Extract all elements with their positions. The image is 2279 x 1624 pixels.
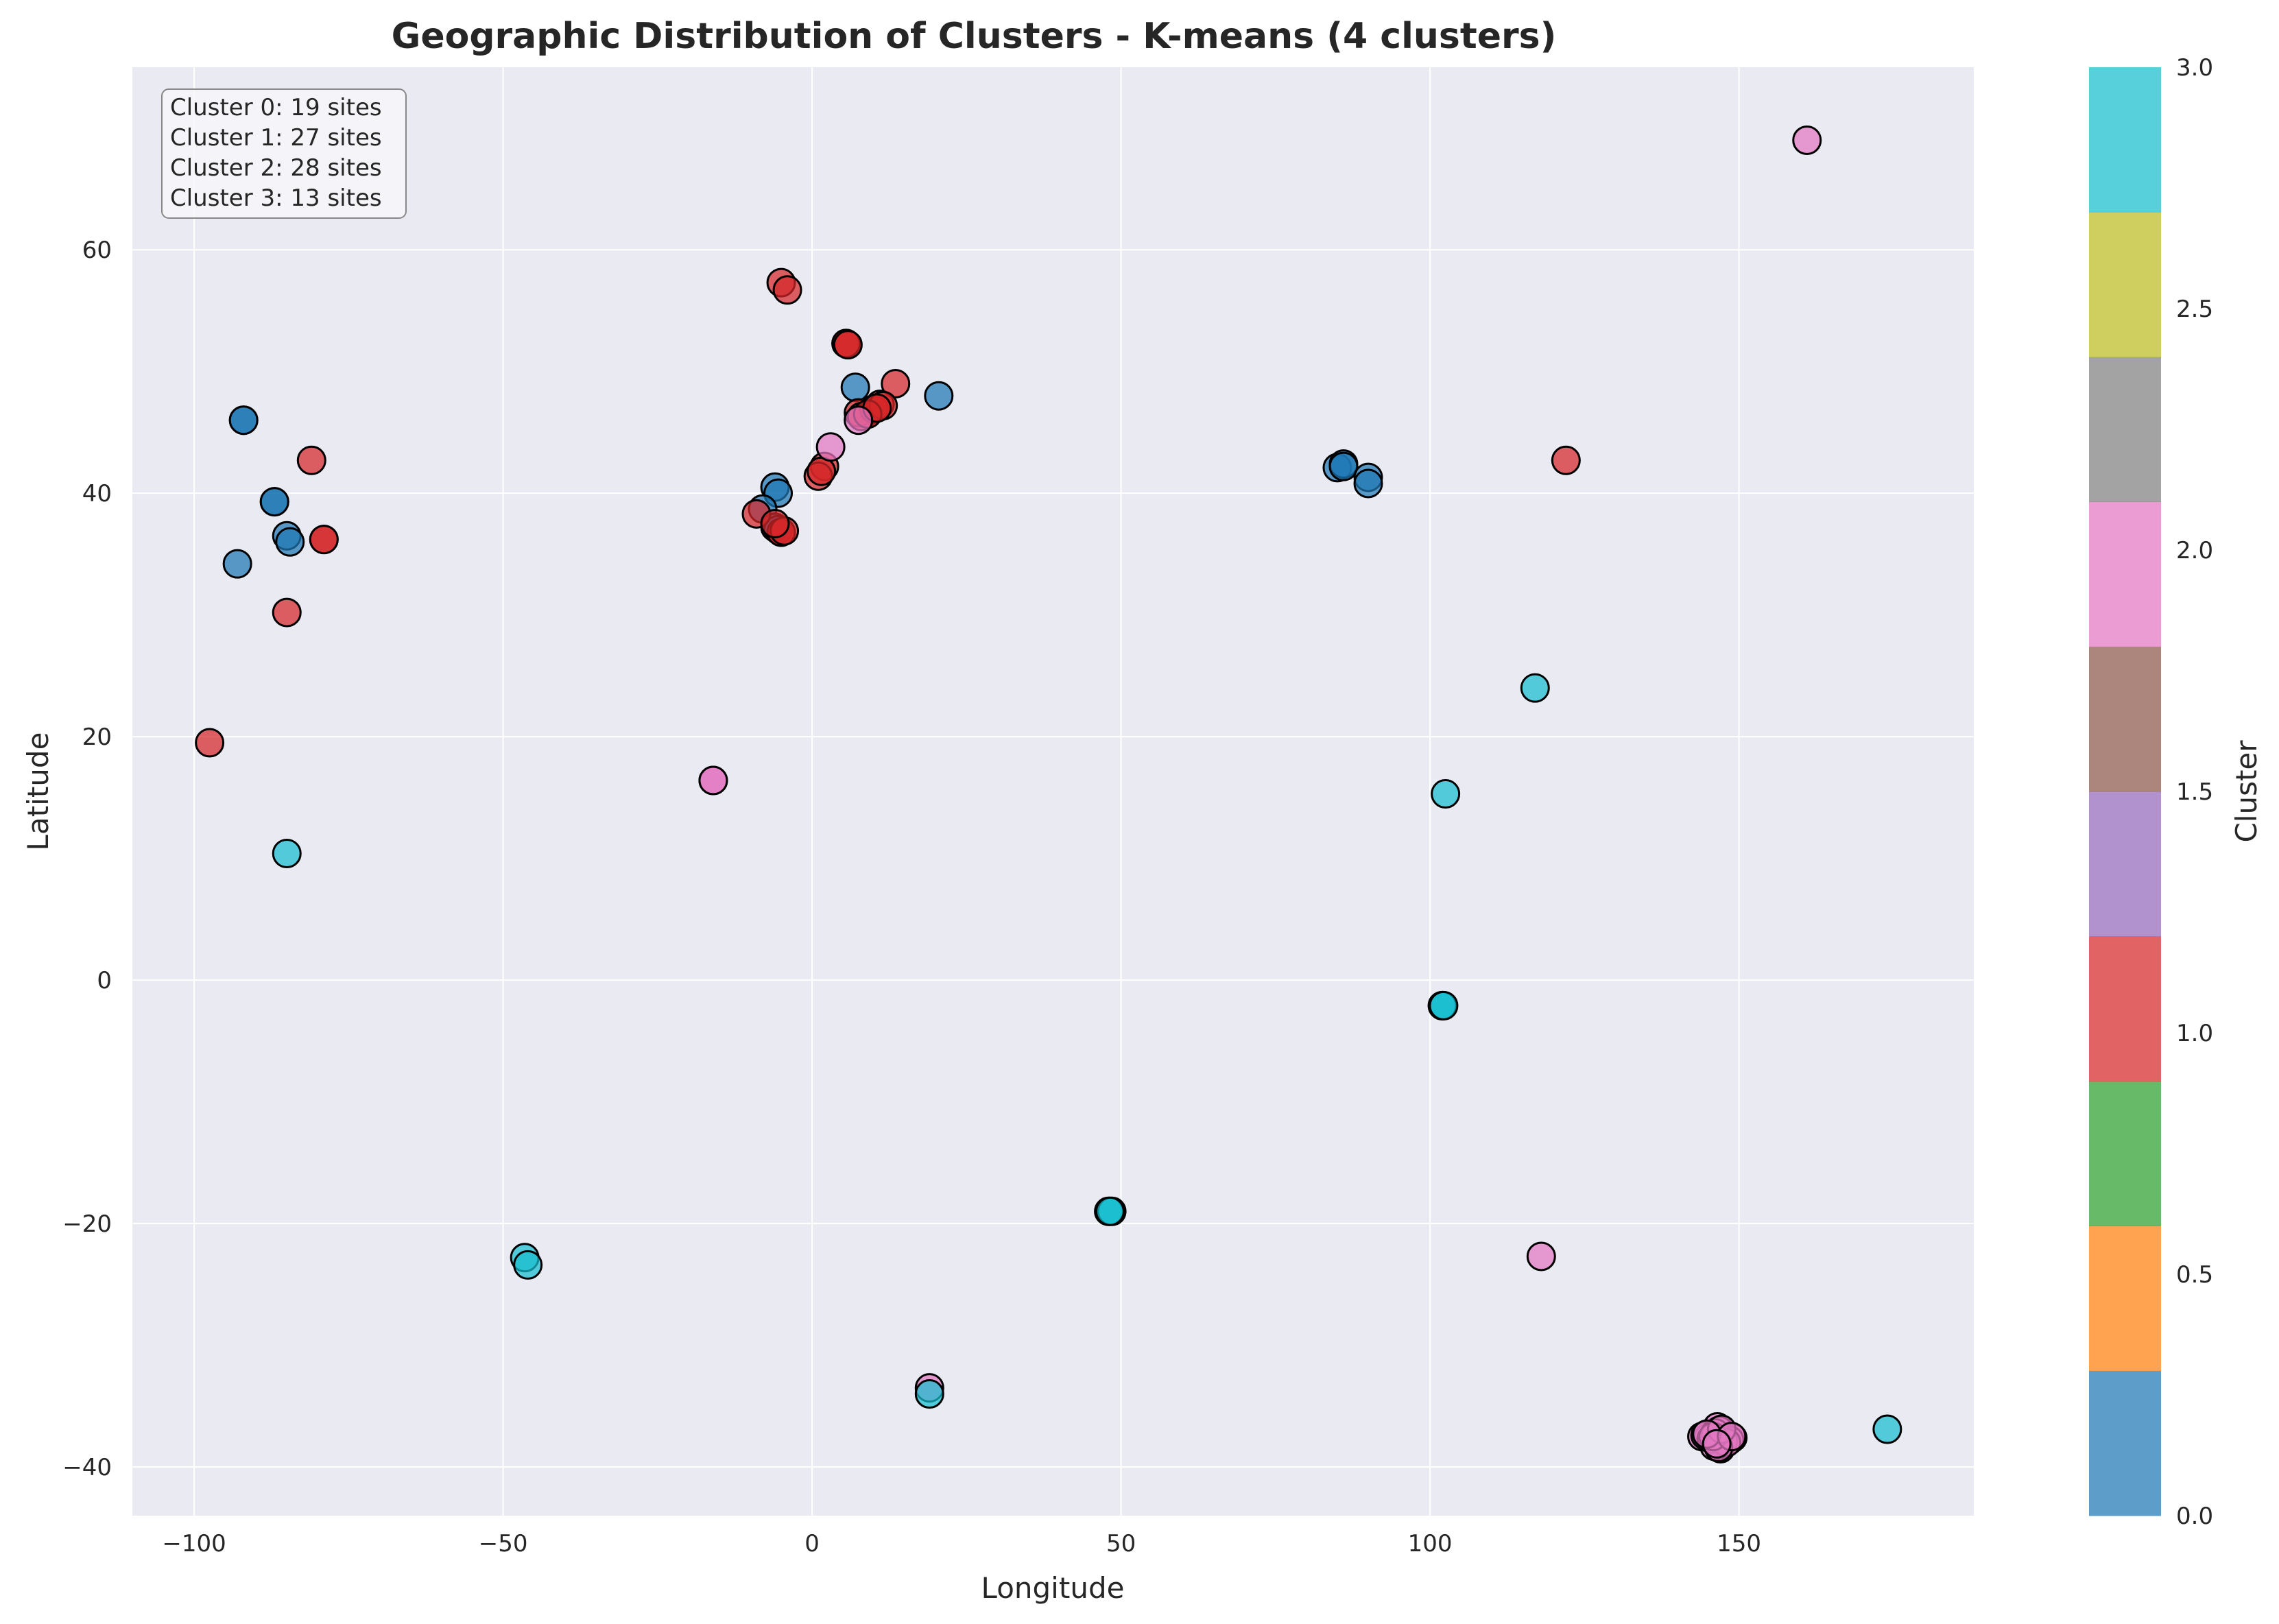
y-axis-label: Latitude [21, 732, 55, 851]
colorbar-ticks: 0.0 0.5 1.0 1.5 2.0 2.5 3.0 [2176, 54, 2213, 1530]
y-tick-label: −20 [62, 1210, 112, 1238]
data-point-cluster-2 [698, 765, 728, 796]
y-tick-label: −40 [62, 1454, 112, 1481]
data-point-cluster-2 [1526, 1241, 1556, 1271]
legend-line: Cluster 1: 27 sites [170, 124, 382, 152]
x-axis-label: Longitude [981, 1571, 1125, 1605]
grid-lines [132, 67, 1974, 1516]
y-tick-label: 20 [82, 724, 112, 751]
colorbar-segment [2089, 357, 2161, 503]
colorbar-tick-label: 0.5 [2176, 1261, 2213, 1289]
x-tick-label: 0 [804, 1530, 820, 1557]
data-point-cluster-0 [228, 405, 259, 435]
y-tick-label: 60 [82, 237, 112, 264]
chart-title: Geographic Distribution of Clusters - K-… [392, 16, 1557, 57]
colorbar-tick-label: 1.0 [2176, 1020, 2213, 1047]
colorbar-segment [2089, 936, 2161, 1082]
data-point-cluster-2 [844, 405, 874, 435]
x-tick-label: 150 [1717, 1530, 1761, 1557]
data-point-cluster-0 [275, 527, 305, 557]
data-point-cluster-0 [840, 372, 870, 403]
data-point-cluster-1 [309, 525, 339, 555]
colorbar-tick-label: 3.0 [2176, 54, 2213, 82]
colorbar-tick-label: 2.0 [2176, 537, 2213, 564]
legend-line: Cluster 2: 28 sites [170, 154, 382, 182]
colorbar-segment [2089, 1226, 2161, 1372]
colorbar-segment [2089, 67, 2161, 213]
data-point-cluster-0 [259, 487, 289, 517]
colorbar-tick-label: 2.5 [2176, 296, 2213, 323]
x-tick-label: −50 [479, 1530, 528, 1557]
x-tick-label: 100 [1408, 1530, 1453, 1557]
data-point-cluster-1 [296, 445, 326, 475]
data-point-cluster-3 [914, 1379, 944, 1409]
legend-line: Cluster 3: 13 sites [170, 184, 382, 212]
colorbar-segment [2089, 1081, 2161, 1227]
colorbar-segment [2089, 501, 2161, 647]
colorbar-tick-label: 1.5 [2176, 778, 2213, 806]
data-point-cluster-2 [1702, 1429, 1732, 1459]
y-tick-label: 40 [82, 480, 112, 508]
x-axis-ticks: −100 −50 0 50 100 150 [162, 1530, 1761, 1557]
data-point-cluster-3 [272, 839, 302, 869]
colorbar-label: Cluster [2230, 740, 2263, 843]
data-point-cluster-0 [1328, 451, 1359, 481]
cluster-count-legend: Cluster 0: 19 sites Cluster 1: 27 sites … [161, 88, 407, 219]
data-point-cluster-1 [760, 509, 790, 539]
data-point-cluster-1 [772, 275, 802, 305]
colorbar-segment [2089, 212, 2161, 357]
data-point-cluster-3 [1095, 1196, 1125, 1226]
data-point-cluster-0 [1353, 468, 1383, 499]
data-point-cluster-1 [881, 368, 911, 398]
data-point-cluster-3 [1520, 673, 1550, 703]
data-points [195, 125, 1902, 1464]
colorbar-segment [2089, 1370, 2161, 1516]
data-point-cluster-1 [272, 597, 302, 628]
data-point-cluster-3 [1431, 779, 1461, 809]
data-point-cluster-2 [815, 432, 846, 462]
legend-line: Cluster 0: 19 sites [170, 94, 382, 121]
data-point-cluster-3 [1872, 1414, 1902, 1444]
data-point-cluster-2 [1792, 125, 1822, 155]
colorbar-tick-label: 0.0 [2176, 1503, 2213, 1530]
data-point-cluster-3 [1429, 990, 1459, 1020]
data-point-cluster-1 [833, 330, 863, 360]
data-point-cluster-1 [195, 728, 225, 758]
legend-box [161, 88, 407, 219]
colorbar-segment [2089, 646, 2161, 792]
colorbar-segment [2089, 791, 2161, 937]
x-tick-label: 50 [1106, 1530, 1136, 1557]
data-point-cluster-3 [513, 1250, 543, 1280]
x-tick-label: −100 [162, 1530, 226, 1557]
data-point-cluster-0 [924, 381, 954, 411]
data-point-cluster-0 [222, 549, 252, 579]
y-tick-label: 0 [97, 967, 112, 994]
data-point-cluster-1 [807, 456, 837, 486]
colorbar [2089, 67, 2161, 1516]
y-axis-ticks: −40 −20 0 20 40 60 [62, 237, 112, 1481]
data-point-cluster-1 [1551, 445, 1581, 475]
plot-area [132, 67, 1974, 1516]
